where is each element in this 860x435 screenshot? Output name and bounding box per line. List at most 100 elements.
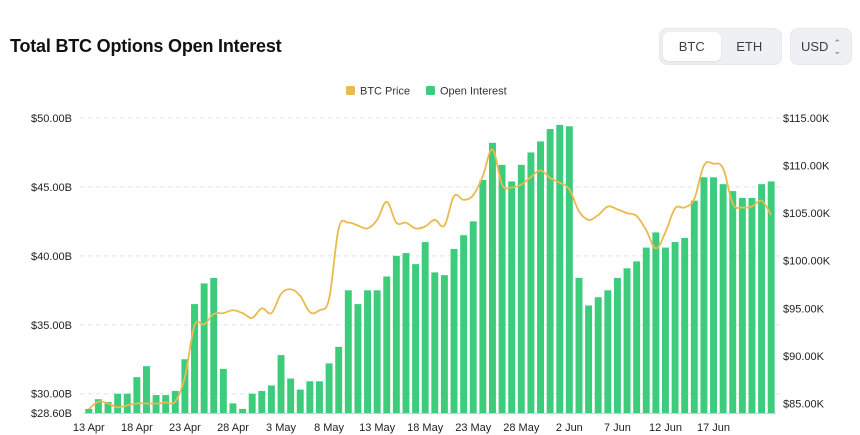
open-interest-bar xyxy=(613,277,621,413)
open-interest-bar xyxy=(296,389,304,413)
open-interest-bar xyxy=(373,290,381,413)
x-axis-tick-label: 28 May xyxy=(503,422,540,434)
open-interest-bar xyxy=(287,378,295,413)
open-interest-bar xyxy=(335,346,343,413)
x-axis-tick-label: 23 Apr xyxy=(169,422,201,434)
legend-label: BTC Price xyxy=(360,86,410,98)
right-axis-tick-label: $105.00K xyxy=(783,208,831,220)
open-interest-bar xyxy=(248,393,256,413)
legend-price-swatch xyxy=(346,86,355,95)
x-axis-tick-label: 8 May xyxy=(314,422,344,434)
open-interest-bar xyxy=(642,247,650,413)
asset-option-eth[interactable]: ETH xyxy=(736,39,763,54)
open-interest-bar xyxy=(537,141,544,414)
open-interest-bar xyxy=(498,164,506,413)
open-interest-bar xyxy=(527,152,535,413)
left-axis-tick-label: $50.00B xyxy=(31,113,72,125)
open-interest-bar xyxy=(85,408,93,413)
open-interest-bar xyxy=(729,191,737,413)
open-interest-bar xyxy=(489,142,496,413)
open-interest-bar xyxy=(575,277,583,413)
open-interest-bar xyxy=(758,184,766,413)
open-interest-bar xyxy=(392,255,400,413)
open-interest-bar xyxy=(700,177,708,413)
open-interest-bar xyxy=(585,305,593,413)
open-interest-bar xyxy=(104,401,112,413)
open-interest-bar xyxy=(412,264,420,413)
right-axis-tick-label: $90.00K xyxy=(783,351,825,363)
open-interest-bar xyxy=(143,366,150,413)
left-axis-tick-label: $35.00B xyxy=(31,320,72,332)
currency-value: USD xyxy=(801,39,829,54)
x-axis-tick-label: 13 May xyxy=(359,422,396,434)
x-axis-tick-label: 18 May xyxy=(407,422,444,434)
btc-price-line xyxy=(88,148,772,410)
open-interest-bar xyxy=(767,181,775,413)
open-interest-bar xyxy=(719,184,727,413)
x-axis-tick-label: 2 Jun xyxy=(556,422,583,434)
currency-select[interactable]: USD ⌃ ⌄ xyxy=(790,28,852,65)
open-interest-bar xyxy=(450,248,458,413)
up-down-chevron-icon: ⌃ ⌄ xyxy=(833,37,841,56)
legend-oi-swatch xyxy=(426,86,435,95)
x-axis-tick-label: 3 May xyxy=(266,422,296,434)
open-interest-bars xyxy=(85,124,775,414)
open-interest-bar xyxy=(267,385,275,413)
open-interest-bar xyxy=(229,403,237,413)
open-interest-bar xyxy=(690,200,698,413)
open-interest-bar xyxy=(325,363,333,413)
open-interest-bar xyxy=(133,377,141,413)
open-interest-bar xyxy=(162,395,170,413)
x-axis-tick-label: 28 Apr xyxy=(217,422,249,434)
chart-title: Total BTC Options Open Interest xyxy=(10,36,282,56)
open-interest-bar xyxy=(316,381,323,413)
left-axis-tick-label: $28.60B xyxy=(31,408,72,420)
open-interest-bar xyxy=(710,177,717,413)
open-interest-bar xyxy=(219,368,227,413)
open-interest-bar xyxy=(633,261,641,413)
x-axis-tick-label: 23 May xyxy=(455,422,492,434)
right-axis-tick-label: $95.00K xyxy=(783,303,825,315)
open-interest-bar xyxy=(181,359,189,413)
open-interest-bar xyxy=(556,124,564,414)
open-interest-bar xyxy=(565,126,573,413)
open-interest-bar xyxy=(508,181,516,413)
open-interest-bar xyxy=(431,272,439,413)
left-axis-tick-label: $45.00B xyxy=(31,182,72,194)
open-interest-bar xyxy=(440,275,448,413)
open-interest-bar xyxy=(191,304,198,413)
open-interest-bar xyxy=(546,129,554,414)
open-interest-bar xyxy=(402,253,410,413)
right-axis-tick-label: $115.00K xyxy=(783,113,830,125)
open-interest-bar xyxy=(258,390,266,413)
open-interest-bar xyxy=(517,164,525,413)
x-axis-tick-label: 12 Jun xyxy=(649,422,682,434)
open-interest-bar xyxy=(354,304,362,413)
right-axis-tick-label: $100.00K xyxy=(783,256,831,268)
open-interest-bar xyxy=(94,399,102,413)
x-axis-tick-label: 18 Apr xyxy=(121,422,153,434)
open-interest-bar xyxy=(479,180,487,413)
open-interest-bar xyxy=(469,221,477,413)
legend-label: Open Interest xyxy=(440,86,507,98)
open-interest-bar xyxy=(594,297,602,413)
asset-toggle: BTC ETH xyxy=(659,28,782,65)
open-interest-bar xyxy=(421,242,429,413)
right-axis-tick-label: $110.00K xyxy=(783,161,830,173)
left-axis-tick-label: $40.00B xyxy=(31,251,72,263)
right-axis-tick-label: $85.00K xyxy=(783,398,825,410)
open-interest-bar xyxy=(239,408,247,413)
open-interest-bar xyxy=(277,355,285,413)
x-axis-tick-label: 7 Jun xyxy=(604,422,631,434)
x-axis-tick-label: 13 Apr xyxy=(73,422,105,434)
asset-option-btc[interactable]: BTC xyxy=(663,32,721,61)
open-interest-bar xyxy=(662,247,669,413)
x-axis-tick-label: 17 Jun xyxy=(697,422,730,434)
open-interest-bar xyxy=(623,268,631,413)
open-interest-bar xyxy=(460,235,468,413)
open-interest-bar xyxy=(123,393,131,413)
open-interest-bar xyxy=(344,290,352,413)
open-interest-bar xyxy=(114,393,122,413)
open-interest-bar xyxy=(738,197,746,413)
